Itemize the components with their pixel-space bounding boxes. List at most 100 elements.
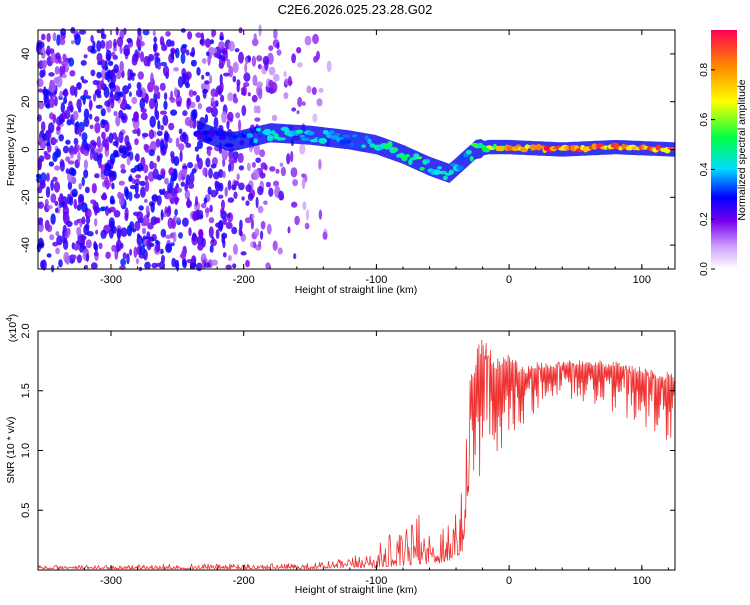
heatmap-cell (210, 88, 217, 97)
heatmap-cell (100, 193, 108, 201)
signal-cell (432, 169, 441, 176)
heatmap-cell (236, 173, 240, 181)
heatmap-cell (92, 40, 96, 50)
heatmap-cell (62, 145, 70, 154)
heatmap-cell (49, 234, 55, 241)
heatmap-cell (159, 82, 166, 91)
heatmap-cell (61, 201, 65, 208)
heatmap-cell (256, 55, 263, 62)
heatmap-cell (237, 152, 244, 164)
heatmap-cell (152, 30, 156, 36)
signal-cell (299, 134, 305, 138)
heatmap-cell (116, 243, 120, 253)
heatmap-cell (149, 98, 155, 110)
heatmap-cell (190, 262, 197, 268)
heatmap-cell (144, 180, 150, 192)
heatmap-cell (257, 88, 263, 100)
heatmap-cell (95, 104, 103, 109)
heatmap-cell (140, 108, 147, 113)
colorbar-tick-label: 0.6 (699, 112, 710, 126)
heatmap-cell (91, 141, 98, 146)
heatmap-cell (202, 88, 209, 94)
heatmap-cell (178, 128, 183, 135)
heatmap-cell (160, 110, 167, 115)
heatmap-cell (245, 57, 249, 65)
x-tick-label: -100 (365, 575, 387, 587)
heatmap-cell (69, 70, 76, 77)
heatmap-cell (185, 174, 191, 186)
heatmap-cell (210, 189, 218, 198)
heatmap-cell (187, 31, 193, 40)
snr-scale-factor: (x104) (5, 314, 19, 342)
signal-cell (295, 129, 304, 134)
heatmap-cell (268, 79, 274, 88)
heatmap-cell (81, 176, 85, 187)
heatmap-cell (104, 121, 110, 133)
heatmap-cell (137, 71, 144, 80)
signal-cell (278, 137, 286, 141)
heatmap-cell (113, 91, 121, 102)
heatmap-cell (52, 241, 59, 247)
heatmap-cell (220, 94, 225, 103)
heatmap-cell (234, 48, 240, 53)
heatmap-cell (121, 70, 125, 79)
heatmap-cell (166, 193, 173, 200)
heatmap-cell (85, 253, 90, 262)
signal-cell (408, 159, 413, 166)
heatmap-cell (257, 205, 264, 214)
y-tick-label: 40 (20, 48, 32, 60)
heatmap-cell (144, 175, 149, 182)
heatmap-cell (257, 185, 264, 196)
heatmap-cell (236, 83, 240, 93)
heatmap-cell (158, 261, 165, 270)
heatmap-cell (187, 182, 195, 189)
heatmap-cell (257, 64, 262, 70)
heatmap-cell (134, 178, 141, 186)
heatmap-cell (144, 198, 148, 203)
heatmap-cell (291, 201, 298, 208)
heatmap-cell (254, 228, 260, 237)
heatmap-cell (252, 74, 258, 87)
heatmap-cell (211, 106, 218, 118)
heatmap-cell (77, 107, 82, 113)
heatmap-cell (38, 88, 43, 93)
signal-cell (253, 138, 258, 144)
heatmap-cell (312, 33, 319, 45)
heatmap-cell (207, 149, 212, 157)
heatmap-cell (44, 198, 49, 207)
y-tick-label: 1.0 (20, 443, 32, 458)
heatmap-cell (251, 94, 258, 103)
heatmap-cell (210, 163, 217, 169)
heatmap-cell (150, 78, 156, 89)
signal-cell (334, 133, 341, 137)
x-tick-label: 0 (506, 575, 512, 587)
signal-cell (266, 134, 274, 142)
heatmap-cell (120, 193, 125, 202)
heatmap-cell (165, 243, 173, 254)
heatmap-cell (43, 86, 47, 97)
heatmap-cell (40, 47, 46, 59)
heatmap-cell (46, 224, 53, 233)
heatmap-cell (115, 115, 121, 127)
heatmap-cell (251, 55, 257, 67)
heatmap-cell (116, 36, 124, 48)
heatmap-cell (235, 112, 241, 119)
heatmap-cell (142, 29, 150, 36)
signal-cell (442, 175, 448, 181)
heatmap-cell (283, 92, 289, 100)
heatmap-cell (96, 71, 102, 79)
heatmap-cell (168, 96, 175, 102)
scale-exponent: 4 (5, 317, 14, 322)
heatmap-cell (109, 93, 115, 104)
bottom-y-axis-label: SNR (10 * v/v) (5, 416, 17, 483)
heatmap-cell (240, 251, 247, 256)
heatmap-cell (76, 226, 82, 236)
heatmap-cell (178, 232, 183, 239)
heatmap-cell (81, 202, 88, 213)
heatmap-cell (46, 32, 51, 43)
heatmap-cell (221, 148, 228, 161)
heatmap-cell (244, 63, 248, 73)
heatmap-cell (59, 90, 63, 99)
heatmap-cell (76, 98, 82, 110)
